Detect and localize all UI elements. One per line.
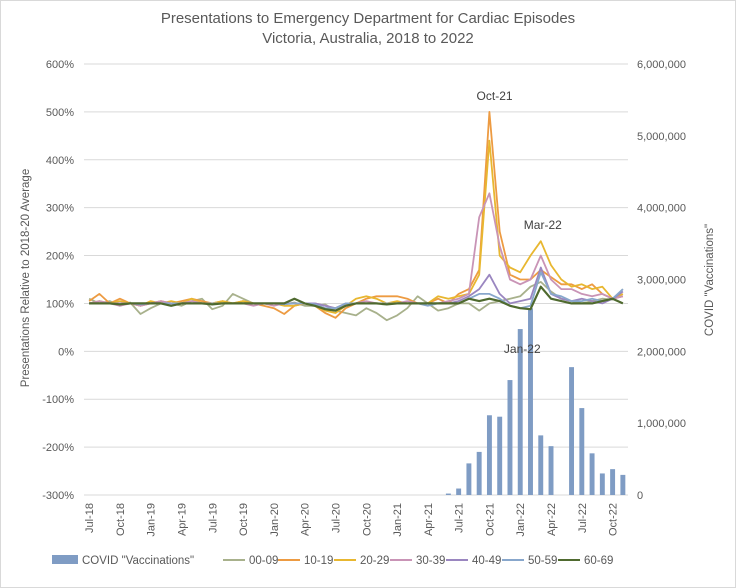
- annotation-label: Oct-21: [477, 89, 513, 103]
- left-tick-label: 600%: [46, 59, 74, 71]
- annotation-label: Mar-22: [524, 218, 562, 232]
- vaccination-bar: [507, 380, 513, 495]
- legend-label: COVID "Vaccinations": [82, 555, 194, 567]
- vaccination-bar: [610, 469, 616, 495]
- chart-subtitle: Victoria, Australia, 2018 to 2022: [262, 30, 474, 47]
- right-tick-label: 6,000,000: [637, 59, 686, 71]
- right-tick-label: 0: [637, 490, 643, 502]
- legend-label: 60-69: [584, 555, 613, 567]
- x-tick-label: Jul-19: [207, 503, 219, 533]
- vaccination-bar: [517, 329, 523, 495]
- series-line-30-39: [88, 192, 624, 310]
- series-line-10-19: [88, 111, 624, 319]
- right-axis-ticks: 6,000,000 5,000,000 4,000,000 3,000,000 2,00…: [637, 59, 686, 502]
- x-tick-label: Apr-22: [546, 503, 558, 536]
- x-tick-label: Jul-18: [84, 503, 96, 533]
- right-tick-label: 3,000,000: [637, 275, 686, 287]
- y-axis-left-label: Presentations Relative to 2018-20 Averag…: [20, 169, 32, 387]
- vaccination-bar: [620, 474, 626, 495]
- legend-label: 30-39: [416, 555, 445, 567]
- x-tick-label: Oct-19: [238, 503, 250, 536]
- x-tick-label: Jan-19: [146, 503, 158, 537]
- left-tick-label: -100%: [42, 394, 74, 406]
- right-tick-label: 4,000,000: [637, 203, 686, 215]
- x-tick-label: Apr-19: [177, 503, 189, 536]
- vaccination-bar: [445, 493, 451, 495]
- vaccination-bar: [486, 415, 492, 495]
- left-tick-label: 500%: [46, 107, 74, 119]
- vaccination-bar: [589, 453, 595, 495]
- legend-label: 50-59: [528, 555, 557, 567]
- x-tick-label: Apr-21: [423, 503, 435, 536]
- x-tick-label: Jan-20: [269, 503, 281, 537]
- annotations: Oct-21 Mar-22 Jan-22: [477, 89, 563, 356]
- x-tick-label: Jan-21: [392, 503, 404, 537]
- vaccination-bar: [579, 408, 585, 495]
- gridlines: [84, 63, 628, 496]
- vaccination-bar: [497, 416, 503, 495]
- right-tick-label: 5,000,000: [637, 131, 686, 143]
- vaccination-bar: [466, 463, 472, 495]
- annotation-label: Jan-22: [504, 342, 541, 356]
- vaccination-bar: [476, 451, 482, 495]
- x-tick-label: Jan-22: [515, 503, 527, 537]
- left-tick-label: 300%: [46, 203, 74, 215]
- left-tick-label: 200%: [46, 251, 74, 263]
- left-tick-label: -300%: [42, 490, 74, 502]
- legend-label: 10-19: [304, 555, 333, 567]
- series-lines: [88, 111, 624, 322]
- right-tick-label: 1,000,000: [637, 418, 686, 430]
- legend-label: 20-29: [360, 555, 389, 567]
- vaccination-bar: [456, 488, 462, 495]
- right-tick-label: 2,000,000: [637, 346, 686, 358]
- x-tick-label: Jul-20: [330, 503, 342, 533]
- vaccination-bar: [528, 308, 533, 495]
- x-tick-label: Apr-20: [300, 503, 312, 536]
- legend-swatch-vaccinations: [52, 555, 78, 564]
- x-tick-label: Oct-20: [361, 503, 373, 536]
- x-tick-label: Oct-21: [484, 503, 496, 536]
- series-line-60-69: [89, 285, 624, 312]
- vaccination-bar: [569, 367, 575, 495]
- left-axis-ticks: 600% 500% 400% 300% 200% 100% 0% -100% -200% -300…: [42, 59, 74, 502]
- y-axis-right-label: COVID "Vaccinations": [704, 224, 716, 336]
- left-tick-label: 400%: [46, 155, 74, 167]
- chart-title: Presentations to Emergency Department fo…: [161, 10, 575, 27]
- legend: COVID "Vaccinations" 00-09 10-19 20-29 30-39…: [52, 555, 613, 567]
- left-tick-label: -200%: [42, 442, 74, 454]
- x-tick-label: Oct-22: [608, 503, 620, 536]
- legend-label: 40-49: [472, 555, 501, 567]
- vaccination-bar: [599, 473, 605, 495]
- vaccination-bar: [548, 446, 554, 495]
- left-tick-label: 0%: [58, 346, 74, 358]
- x-tick-label: Jul-22: [577, 503, 589, 533]
- x-axis-ticks: Jul-18 Oct-18 Jan-19 Apr-19 Jul-19 Oct-19 Jan-…: [84, 503, 619, 537]
- vaccination-bars: [445, 308, 626, 495]
- x-tick-label: Jul-21: [454, 503, 466, 533]
- left-tick-label: 100%: [46, 298, 74, 310]
- legend-label: 00-09: [249, 555, 278, 567]
- vaccination-bar: [538, 435, 544, 495]
- x-tick-label: Oct-18: [115, 503, 127, 536]
